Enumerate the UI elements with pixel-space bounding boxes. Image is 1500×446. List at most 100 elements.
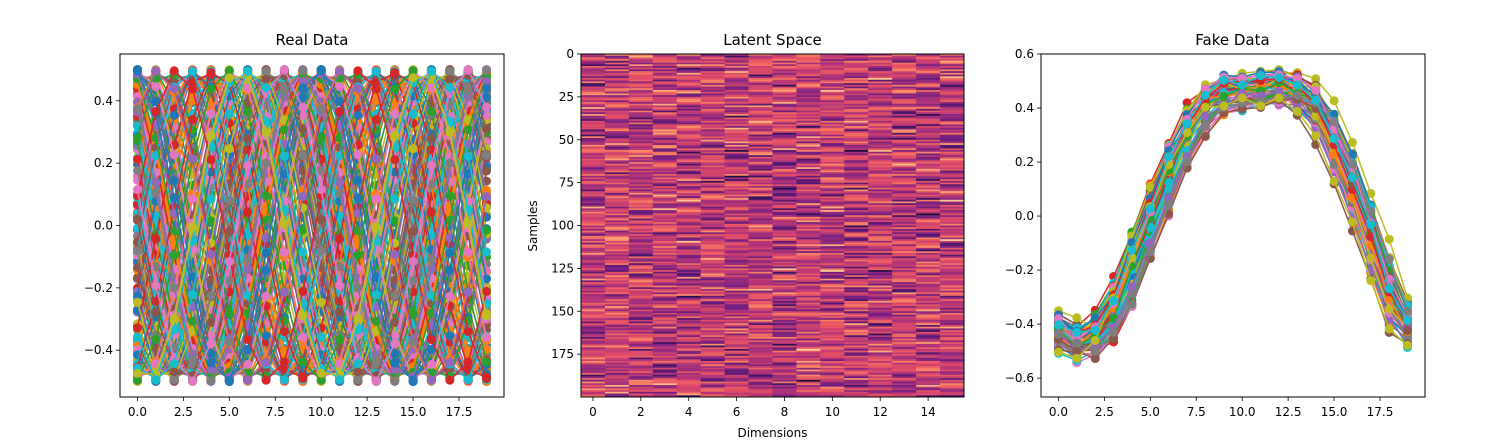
real-data-point (279, 65, 289, 75)
real-data-point (353, 110, 363, 120)
real-data-point (188, 154, 198, 164)
latent-space-panel: Latent Space 0 2 4 6 8 10 12 140255075100125150… (526, 31, 965, 440)
real-data-point (482, 65, 491, 75)
real-data-point (133, 133, 142, 143)
real-data-point (169, 283, 179, 293)
real-data-point (426, 359, 436, 369)
real-data-point (353, 193, 363, 203)
real-data-xtick-label: 2.5 (174, 405, 193, 419)
real-data-point (133, 66, 142, 76)
real-data-point (390, 291, 400, 301)
real-data-point (243, 375, 253, 385)
real-data-point (279, 327, 289, 336)
real-data-point (279, 357, 289, 367)
real-data-point (224, 196, 234, 205)
real-data-point (133, 368, 142, 378)
real-data-point (482, 247, 491, 257)
real-data-ytick-label: −0.4 (84, 343, 113, 357)
real-data-point (169, 110, 179, 120)
real-data-point (482, 311, 491, 321)
real-data-point (188, 222, 198, 232)
real-data-point (445, 191, 455, 201)
real-data-point (298, 102, 308, 112)
real-data-point (206, 68, 216, 77)
real-data-point (298, 83, 308, 93)
real-data-point (206, 358, 216, 368)
real-data-point (408, 227, 418, 237)
real-data-title: Real Data (276, 31, 349, 49)
real-data-point (371, 222, 381, 232)
real-data-point (390, 109, 400, 119)
real-data-point (279, 247, 289, 257)
real-data-point (206, 194, 216, 204)
real-data-point (445, 291, 455, 301)
real-data-point (316, 214, 326, 224)
real-data-point (463, 357, 473, 367)
real-data-point (169, 367, 179, 377)
real-data-point (151, 281, 161, 291)
real-data-point (298, 286, 308, 296)
real-data-point (133, 165, 142, 175)
real-data-point (390, 130, 400, 140)
real-data-point (169, 84, 179, 94)
real-data-xtick-label: 12.5 (354, 405, 381, 419)
real-data-panel: Real Data 0.0 2.5 5.0 7.5 10.0 12.5 15.0 17.50.… (84, 31, 505, 419)
real-data-point (482, 357, 491, 367)
real-data-point (224, 337, 234, 347)
real-data-point (371, 115, 381, 124)
real-data-point (335, 107, 345, 116)
real-data-point (243, 335, 253, 344)
real-data-point (371, 154, 381, 164)
real-data-point (316, 368, 326, 378)
real-data-point (298, 311, 308, 321)
real-data-point (151, 187, 161, 197)
latent-space-title: Latent Space (723, 31, 822, 49)
real-data-point (353, 283, 363, 293)
real-data-point (408, 375, 418, 385)
real-data-point (316, 104, 326, 114)
real-data-point (133, 297, 142, 307)
real-data-point (243, 254, 253, 264)
real-data-point (188, 66, 198, 76)
real-data-point (408, 73, 418, 83)
real-data-point (408, 256, 418, 266)
real-data-point (463, 327, 473, 336)
real-data-point (445, 357, 455, 367)
real-data-point (463, 375, 473, 385)
real-data-point (298, 192, 308, 201)
real-data-ytick-label: 0.2 (94, 156, 113, 170)
real-data-point (224, 144, 234, 154)
real-data-point (353, 84, 363, 94)
real-data-point (353, 367, 363, 377)
real-data-point (335, 234, 345, 244)
real-data-point (445, 83, 455, 92)
real-data-point (133, 246, 142, 255)
real-data-point (224, 375, 234, 385)
real-data-point (482, 83, 491, 93)
real-data-point (426, 160, 436, 170)
real-data-point (243, 66, 253, 76)
real-data-point (206, 155, 216, 165)
real-data-xtick-label: 0.0 (128, 405, 147, 419)
real-data-point (261, 291, 271, 301)
latent-heatmap (581, 54, 965, 398)
real-data-point (188, 115, 198, 124)
real-data-point (224, 73, 234, 83)
real-data-xtick-label: 7.5 (266, 405, 285, 419)
real-data-point (482, 286, 491, 296)
real-data-series (133, 65, 491, 386)
real-data-point (353, 359, 363, 368)
real-data-point (316, 246, 326, 255)
real-data-point (445, 158, 455, 168)
real-data-point (188, 290, 198, 299)
real-data-point (371, 194, 381, 204)
real-data-point (353, 375, 363, 385)
real-data-point (445, 128, 455, 138)
real-data-point (390, 358, 400, 368)
real-data-xtick-label: 10.0 (308, 405, 335, 419)
real-data-point (445, 248, 455, 258)
real-data-point (169, 313, 179, 323)
real-data-point (408, 337, 418, 347)
real-data-point (169, 250, 179, 260)
real-data-point (335, 281, 345, 291)
